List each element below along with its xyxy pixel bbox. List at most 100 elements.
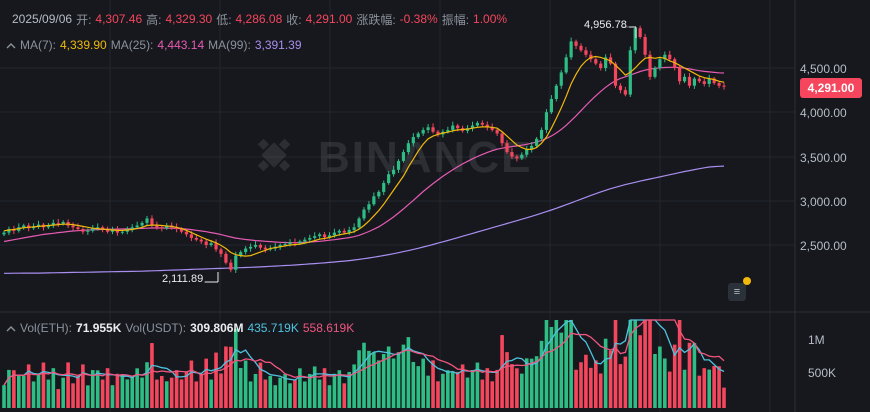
- volume-bar: [436, 381, 440, 408]
- volume-bar: [539, 340, 544, 408]
- volume-bar: [391, 358, 396, 408]
- high-value: 4,329.30: [165, 12, 213, 26]
- volume-bar: [140, 377, 144, 408]
- candle-body: [288, 242, 292, 245]
- candle-body: [372, 196, 376, 205]
- volume-bar: [298, 368, 302, 408]
- candle-body: [347, 229, 351, 233]
- volume-bar: [426, 375, 430, 408]
- volume-bar: [179, 379, 184, 408]
- candle-body: [352, 227, 356, 230]
- candle-body: [86, 230, 90, 232]
- volume-bar: [273, 385, 278, 408]
- candle-body: [411, 137, 415, 144]
- volume-bar: [258, 362, 263, 408]
- volume-bar: [564, 320, 568, 408]
- open-value: 4,307.46: [95, 12, 143, 26]
- volume-bar: [150, 343, 154, 408]
- volume-bar: [342, 383, 347, 408]
- candle-body: [559, 72, 563, 86]
- volume-bar: [663, 358, 667, 408]
- candle-body: [648, 54, 652, 77]
- volume-tick-500k: 500K: [808, 366, 837, 380]
- volume-bar: [687, 342, 692, 408]
- volume-bar: [613, 320, 618, 408]
- candle-body: [510, 152, 514, 157]
- volume-bar: [441, 373, 445, 408]
- volume-bar: [677, 320, 682, 408]
- volume-bar: [544, 320, 549, 408]
- volume-bar: [386, 346, 391, 408]
- volume-bar: [667, 371, 672, 408]
- volume-bar: [534, 356, 539, 408]
- candle-body: [91, 228, 95, 231]
- candle-body: [357, 218, 361, 228]
- volume-bar: [495, 369, 499, 408]
- ma7-value: 4,339.90: [60, 38, 107, 52]
- candle-body: [362, 209, 366, 219]
- candle-body: [613, 63, 618, 86]
- volume-bar: [36, 373, 41, 408]
- volume-bar: [480, 379, 485, 408]
- vol-eth-label: Vol(ETH):: [20, 321, 73, 335]
- volume-bar: [658, 346, 662, 408]
- volume-bar: [638, 335, 642, 408]
- volume-bar: [697, 375, 702, 408]
- volume-bar: [21, 375, 26, 408]
- candle-body: [214, 243, 218, 250]
- candle-body: [618, 85, 623, 91]
- ohlc-header: 2025/09/06 开: 4,307.46 高: 4,329.30 低: 4,…: [0, 11, 511, 27]
- candle-body: [248, 246, 253, 249]
- volume-bar: [76, 375, 80, 408]
- candle-body: [199, 239, 203, 242]
- volume-bar: [169, 377, 174, 408]
- volume-ma-lines: [3, 319, 725, 386]
- volume-bar: [529, 358, 534, 408]
- candle-body: [426, 127, 430, 130]
- volume-bar: [702, 368, 707, 408]
- binance-watermark: BINANCE: [257, 133, 530, 182]
- ma7-line: [3, 55, 725, 257]
- volume-bar: [717, 366, 721, 408]
- candle-body: [544, 112, 549, 130]
- candle-body: [446, 129, 450, 132]
- low-annotation: 2,111.89: [160, 273, 206, 285]
- candle-body: [687, 76, 692, 86]
- volume-bar: [584, 354, 588, 408]
- candle-body: [96, 227, 100, 229]
- low-label: 低:: [216, 12, 232, 27]
- volume-bar: [160, 375, 164, 408]
- candle-body: [712, 78, 716, 84]
- volume-bar: [722, 387, 726, 408]
- volume-bar: [86, 385, 90, 408]
- volume-bar: [155, 379, 159, 408]
- candle-body: [500, 133, 504, 144]
- volume-bar: [95, 370, 100, 408]
- volume-bar: [416, 366, 421, 408]
- visibility-icon[interactable]: [6, 40, 16, 50]
- volume-bar: [164, 381, 169, 408]
- ma7-polyline: [3, 55, 725, 257]
- volume-bar: [263, 379, 268, 408]
- candle-body: [668, 54, 672, 60]
- candle-body: [367, 204, 371, 210]
- volume-bar: [510, 364, 514, 408]
- volume-bar: [293, 379, 297, 408]
- volume-bar: [253, 373, 258, 408]
- candle-body: [530, 145, 534, 150]
- volume-tick-1m: 1M: [808, 333, 825, 347]
- collapse-icon[interactable]: [6, 323, 16, 333]
- widget-icon[interactable]: ≡: [728, 283, 746, 301]
- volume-bar: [243, 360, 248, 408]
- volume-bar: [307, 373, 312, 408]
- volume-bar: [455, 371, 460, 408]
- candle-body: [594, 59, 598, 64]
- open-label: 开:: [76, 12, 92, 27]
- volume-bar: [574, 369, 578, 408]
- candle-body: [209, 243, 213, 245]
- vol-usdt-label: Vol(USDT):: [125, 321, 187, 335]
- price-tick-4500: 4,500.00: [800, 62, 847, 76]
- candle-body: [140, 222, 144, 226]
- candle-body: [322, 234, 327, 238]
